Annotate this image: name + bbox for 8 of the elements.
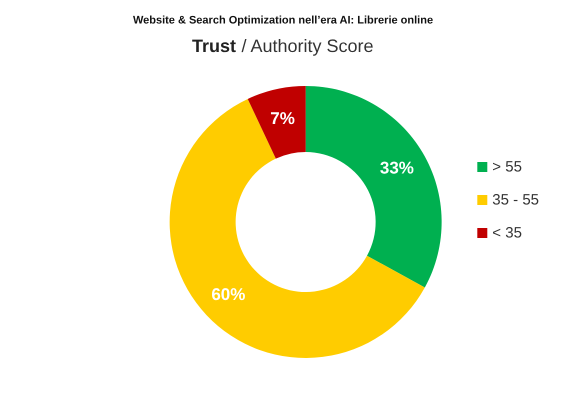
data-label: 33% (380, 158, 414, 178)
legend-label: < 35 (492, 224, 522, 242)
chart-title: Website & Search Optimization nell’era AI: Librerie online (132, 14, 434, 26)
legend-label: > 55 (492, 158, 522, 176)
chart-subtitle: Trust / Authority Score (192, 36, 374, 56)
legend-label: 35 - 55 (492, 192, 540, 208)
data-label: 60% (211, 285, 246, 304)
data-label: 7% (270, 109, 295, 128)
